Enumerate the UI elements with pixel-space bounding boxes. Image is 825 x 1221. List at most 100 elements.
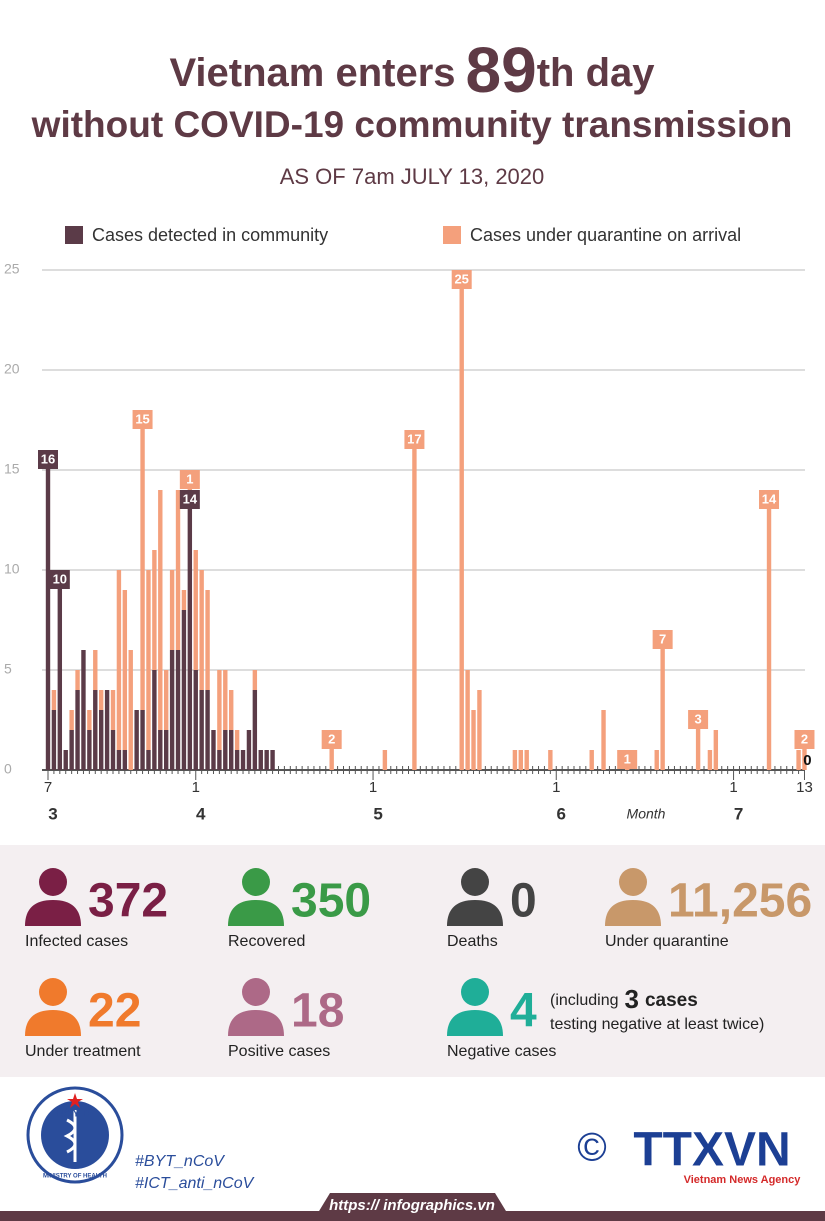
value-label: 25 bbox=[454, 271, 468, 286]
value-label: 1 bbox=[186, 471, 193, 486]
legend-swatch bbox=[443, 226, 461, 244]
bar-segment bbox=[199, 690, 204, 770]
agency-logo: TTXVN bbox=[633, 1124, 790, 1177]
bar-segment bbox=[258, 750, 263, 770]
bar-segment bbox=[518, 750, 523, 770]
bar-segment bbox=[524, 750, 529, 770]
legend-label: Cases detected in community bbox=[92, 225, 328, 245]
bar-segment bbox=[181, 610, 187, 770]
stat-value: 372 bbox=[88, 875, 168, 928]
bar-segment bbox=[152, 550, 157, 670]
bar-segment bbox=[122, 750, 128, 770]
stat: 22 Under treatment bbox=[25, 978, 141, 1060]
bar-segment bbox=[98, 710, 104, 770]
y-tick-label: 15 bbox=[4, 461, 20, 477]
title-part: Vietnam enters bbox=[169, 51, 455, 95]
bar-segment bbox=[175, 650, 181, 770]
stat-label: Infected cases bbox=[25, 933, 128, 950]
bar-segment bbox=[512, 750, 518, 770]
stat-value: 22 bbox=[88, 985, 141, 1038]
bar-segment bbox=[164, 730, 169, 770]
stat-icon-body bbox=[447, 900, 503, 926]
value-label: 10 bbox=[53, 571, 67, 586]
note-prefix: (including bbox=[550, 992, 618, 1009]
y-tick-label: 20 bbox=[4, 361, 20, 377]
month-label: 7 bbox=[734, 804, 743, 823]
month-label: 3 bbox=[48, 804, 57, 823]
bar-segment bbox=[146, 750, 151, 770]
stat: 372 Infected cases bbox=[25, 868, 168, 950]
stat-icon-body bbox=[605, 900, 661, 926]
stat: 4 Negative cases bbox=[447, 978, 556, 1060]
value-label: 14 bbox=[183, 491, 198, 506]
negative-note-line2: testing negative at least twice) bbox=[550, 1016, 764, 1033]
stat-value: 18 bbox=[291, 985, 344, 1038]
bar-segment bbox=[87, 730, 92, 770]
y-tick-label: 10 bbox=[4, 561, 20, 577]
value-label: 2 bbox=[328, 731, 335, 746]
bar-segment bbox=[93, 690, 98, 770]
stat-icon-body bbox=[228, 900, 284, 926]
value-label-box bbox=[759, 490, 780, 509]
legend-label: Cases under quarantine on arrival bbox=[470, 225, 741, 245]
stat-icon-head bbox=[461, 868, 489, 896]
value-label: 1 bbox=[624, 751, 631, 766]
agency-name: Vietnam News Agency bbox=[684, 1174, 802, 1186]
bar-segment bbox=[87, 710, 92, 730]
stat-value: 4 bbox=[510, 985, 537, 1038]
bar-segment bbox=[229, 730, 234, 770]
negative-note: (including 3 cases bbox=[550, 984, 698, 1014]
value-label-box bbox=[38, 450, 58, 469]
bar-segment bbox=[93, 650, 98, 690]
bar-segment bbox=[223, 670, 228, 730]
bar-segment bbox=[110, 690, 116, 730]
logo-staff bbox=[63, 1110, 77, 1162]
stat-label: Under treatment bbox=[25, 1043, 141, 1060]
bar-segment bbox=[329, 730, 334, 770]
bar-segment bbox=[140, 410, 145, 710]
value-label-box bbox=[404, 430, 425, 449]
bar-segment bbox=[234, 750, 240, 770]
bar-segment bbox=[110, 730, 116, 770]
value-label-box bbox=[321, 730, 342, 749]
bar-segment bbox=[146, 570, 151, 750]
value-label-box bbox=[179, 490, 200, 509]
bar-segment bbox=[175, 490, 181, 650]
bar-segment bbox=[169, 570, 175, 650]
value-label-box bbox=[179, 470, 200, 489]
bar-segment bbox=[477, 690, 482, 770]
stat-value: 11,256 bbox=[668, 875, 812, 928]
stat: 0 Deaths bbox=[447, 868, 537, 950]
bar-segment bbox=[713, 730, 719, 770]
ministry-logo bbox=[26, 1086, 124, 1184]
x-tick-label: 1 bbox=[192, 779, 200, 796]
value-label-box bbox=[688, 710, 709, 729]
bar-segment bbox=[217, 750, 222, 770]
bar-segment bbox=[654, 750, 659, 770]
chart-subtitle: AS OF 7am JULY 13, 2020 bbox=[280, 164, 545, 189]
bar-segment bbox=[465, 670, 470, 770]
bar-segment bbox=[211, 730, 216, 770]
title-part: th day bbox=[537, 51, 656, 95]
stats-panel bbox=[0, 845, 825, 1077]
bar-segment bbox=[205, 590, 210, 690]
stat-icon-body bbox=[25, 900, 81, 926]
hashtag: #ICT_anti_nCoV bbox=[135, 1175, 255, 1192]
stat-value: 0 bbox=[510, 875, 537, 928]
bar-segment bbox=[164, 670, 169, 730]
x-tick-label: 1 bbox=[369, 779, 377, 796]
stat-icon-body bbox=[228, 1010, 284, 1036]
month-label: 5 bbox=[373, 804, 382, 823]
title-number: 89 bbox=[466, 34, 537, 106]
stat-icon-head bbox=[461, 978, 489, 1006]
value-label-box bbox=[794, 730, 815, 749]
stat-label: Recovered bbox=[228, 933, 305, 950]
bar-segment bbox=[193, 670, 198, 770]
bar-segment bbox=[116, 750, 122, 770]
bar-segment bbox=[81, 650, 86, 770]
logo-top: BỘ Y TẾ bbox=[57, 1107, 93, 1118]
bar-segment bbox=[98, 690, 104, 710]
y-tick-label: 0 bbox=[4, 761, 12, 777]
bar-segment bbox=[187, 490, 193, 770]
